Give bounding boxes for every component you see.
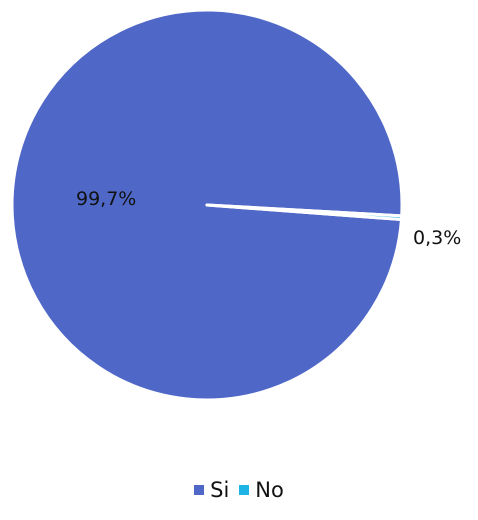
legend-item-si: Si	[194, 478, 229, 502]
legend: Si No	[0, 478, 478, 502]
pie-slices	[10, 8, 404, 402]
legend-swatch-si	[194, 485, 205, 495]
pie-slice-no	[205, 203, 404, 222]
legend-label-si: Si	[210, 478, 230, 502]
legend-swatch-no	[239, 485, 250, 495]
data-label-si: 99,7%	[76, 188, 136, 210]
legend-item-no: No	[239, 478, 284, 502]
data-label-no: 0,3%	[413, 227, 461, 249]
legend-label-no: No	[255, 478, 284, 502]
